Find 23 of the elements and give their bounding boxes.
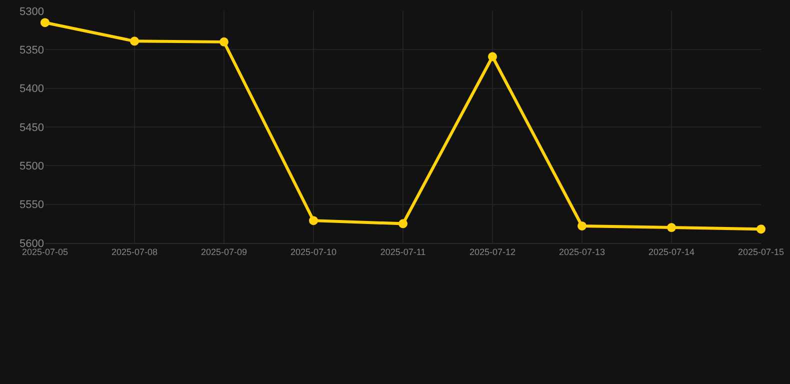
x-tick-label: 2025-07-14	[648, 246, 695, 257]
point	[398, 219, 408, 228]
x-tick-label: 2025-07-08	[111, 246, 158, 257]
y-tick-label: 5450	[20, 122, 44, 134]
y-tick-label: 5500	[20, 160, 44, 173]
y-tick-label: 5350	[20, 44, 44, 57]
y-tick-label: 5550	[20, 199, 44, 212]
x-tick-label: 2025-07-15	[738, 246, 784, 257]
x-tick-label: 2025-07-11	[380, 246, 426, 257]
x-tick-label: 2025-07-12	[469, 246, 516, 257]
point	[220, 37, 228, 46]
x-tick-label: 2025-07-13	[558, 246, 606, 257]
x-tick-label: 2025-07-10	[290, 246, 337, 257]
y-tick-label: 5400	[20, 83, 44, 96]
point	[756, 224, 766, 234]
y-tick-label: 5300	[20, 6, 44, 18]
point	[130, 36, 139, 46]
point	[667, 223, 676, 232]
point	[40, 18, 50, 28]
point	[309, 216, 318, 226]
point	[578, 221, 586, 230]
x-tick-label: 2025-07-09	[200, 246, 248, 257]
point	[488, 52, 497, 62]
